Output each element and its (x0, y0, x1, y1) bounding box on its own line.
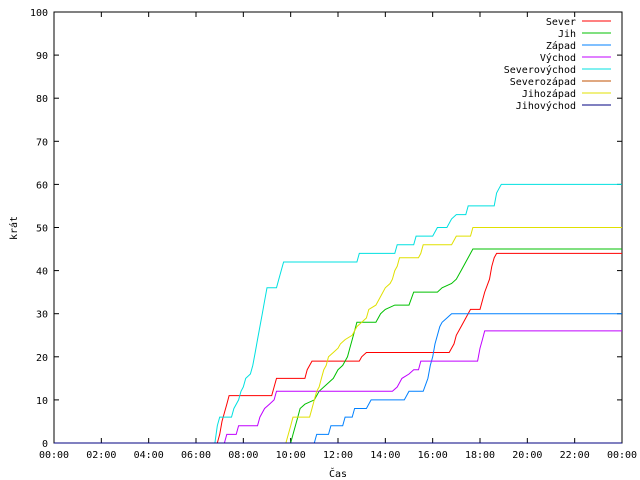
y-tick-label: 40 (36, 267, 48, 278)
series-lines (54, 183, 622, 444)
y-tick-label: 70 (36, 137, 48, 148)
x-tick-label: 04:00 (134, 450, 164, 461)
legend-label: Jihozápad (522, 88, 576, 100)
y-tick-label: 0 (42, 439, 48, 450)
x-tick-label: 18:00 (465, 450, 495, 461)
x-axis-label: Čas (329, 467, 347, 480)
x-tick-label: 14:00 (370, 450, 400, 461)
x-tick-label: 20:00 (512, 450, 542, 461)
x-tick-label: 08:00 (228, 450, 258, 461)
y-tick-label: 20 (36, 353, 48, 364)
y-tick-label: 80 (36, 94, 48, 105)
x-tick-label: 10:00 (276, 450, 306, 461)
y-tick-label: 60 (36, 180, 48, 191)
x-tick-label: 02:00 (86, 450, 116, 461)
y-tick-label: 100 (30, 8, 48, 19)
legend-label: Západ (546, 40, 576, 52)
legend: SeverJihZápadVýchodSeverovýchodSeverozáp… (504, 17, 611, 112)
x-axis-ticks: 00:00 02:00 04:00 06:00 08:00 10:00 12:00 14:00… (39, 12, 637, 461)
legend-label: Východ (540, 52, 576, 64)
x-tick-label: 22:00 (560, 450, 590, 461)
series-line-východ (54, 330, 622, 444)
y-tick-label: 30 (36, 310, 48, 321)
series-line-jih (54, 248, 622, 444)
y-tick-label: 90 (36, 51, 48, 62)
series-line-severovýchod (54, 183, 622, 444)
x-tick-label: 00:00 (607, 450, 637, 461)
series-line-sever (54, 252, 622, 444)
series-line-jihozápad (54, 227, 622, 444)
legend-label: Severovýchod (504, 64, 576, 76)
legend-label: Jih (558, 29, 576, 40)
y-tick-label: 50 (36, 224, 48, 235)
x-tick-label: 16:00 (418, 450, 448, 461)
x-tick-label: 12:00 (323, 450, 353, 461)
legend-label: Severozápad (510, 76, 576, 88)
y-axis-ticks: 0 10 20 30 40 50 60 70 80 90 100 (30, 8, 622, 450)
x-tick-label: 00:00 (39, 450, 69, 461)
legend-label: Jihovýchod (516, 100, 576, 112)
y-axis-label: krát (8, 216, 20, 240)
y-tick-label: 10 (36, 396, 48, 407)
legend-label: Sever (546, 17, 576, 28)
series-line-západ (54, 313, 622, 444)
x-tick-label: 06:00 (181, 450, 211, 461)
